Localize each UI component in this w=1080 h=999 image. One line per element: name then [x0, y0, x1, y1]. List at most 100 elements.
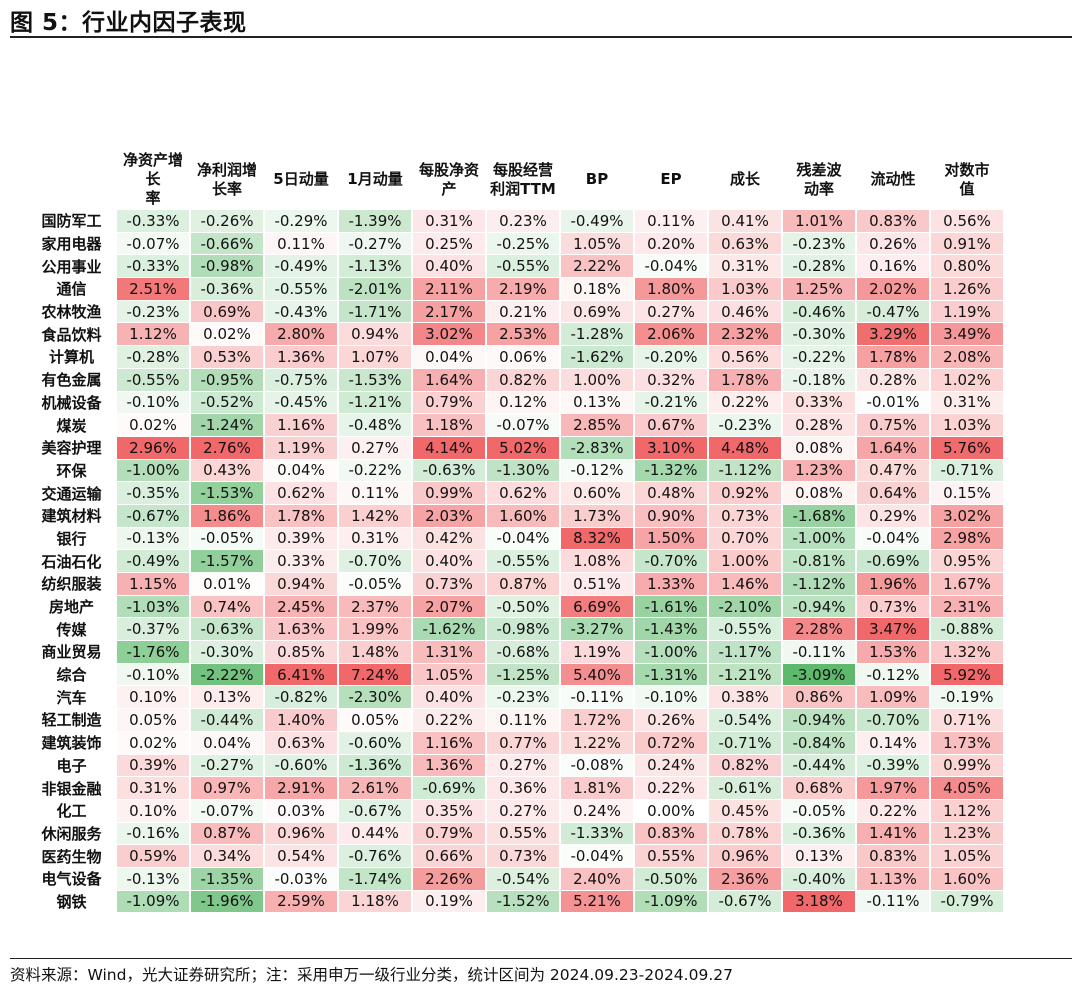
heatmap-cell: 6.69%	[560, 595, 635, 619]
heatmap-cell: 1.99%	[338, 617, 413, 642]
heatmap-cell: -0.49%	[264, 254, 339, 279]
heatmap-cell: -0.67%	[708, 890, 783, 914]
heatmap-cell: 0.83%	[856, 209, 931, 233]
heatmap-cell: -0.10%	[116, 663, 191, 687]
heatmap-cell: 0.70%	[708, 527, 783, 551]
heatmap-cell: 2.31%	[930, 595, 1005, 619]
heatmap-cell: -0.04%	[856, 527, 931, 551]
table-row: 通信 2.51% -0.36% -0.55% -2.01% 2.11% 2.19% 0.18%…	[28, 277, 1005, 301]
industry-label: 农林牧渔	[28, 300, 117, 324]
industry-label: 美容护理	[28, 436, 117, 460]
heatmap-cell: 1.97%	[856, 776, 931, 800]
industry-label: 建筑装饰	[28, 731, 117, 755]
heatmap-cell: -2.22%	[190, 663, 265, 687]
heatmap-cell: 1.08%	[560, 549, 635, 573]
heatmap-cell: -0.63%	[190, 617, 265, 642]
heatmap-cell: 2.11%	[412, 277, 487, 301]
heatmap-cell: -0.55%	[708, 617, 783, 642]
header-row: 净资产增长率净利润增 长率 5日动量 1月动量 每股净资产每股经营 利润TTM BP EP 成长…	[28, 151, 1005, 210]
heatmap-cell: -0.70%	[634, 549, 709, 573]
column-header-line: 对数市	[944, 160, 990, 179]
column-header-line: 值	[959, 179, 975, 198]
industry-label: 计算机	[28, 345, 117, 369]
table-row: 休闲服务 -0.16% 0.87% 0.96% 0.44% 0.79% 0.55% -1.33…	[28, 822, 1005, 846]
heatmap-cell: 0.96%	[264, 822, 339, 846]
heatmap-cell: 3.49%	[930, 322, 1005, 347]
heatmap-cell: -0.63%	[412, 459, 487, 483]
heatmap-cell: 7.24%	[338, 663, 413, 687]
heatmap-cell: 0.34%	[190, 844, 265, 868]
heatmap-cell: 0.95%	[930, 549, 1005, 573]
heatmap-cell: -0.71%	[930, 459, 1005, 483]
heatmap-cell: -3.09%	[782, 663, 857, 687]
heatmap-cell: 1.32%	[930, 640, 1005, 664]
column-header: 每股净资产	[412, 151, 487, 210]
heatmap-cell: -0.67%	[338, 799, 413, 823]
heatmap-cell: 0.11%	[486, 708, 561, 732]
heatmap-cell: 0.05%	[116, 708, 191, 732]
heatmap-cell: 0.47%	[856, 459, 931, 483]
heatmap-cell: -0.18%	[782, 368, 857, 392]
heatmap-cell: 1.81%	[560, 776, 635, 800]
heatmap-cell: 0.97%	[190, 776, 265, 800]
heatmap-cell: 3.18%	[782, 890, 857, 914]
heatmap-cell: 0.26%	[634, 708, 709, 732]
heatmap-cell: -0.47%	[856, 300, 931, 324]
heatmap-cell: 0.72%	[634, 731, 709, 755]
figure-title: 图 5：行业内因子表现	[10, 10, 247, 36]
table-row: 化工 0.10% -0.07% 0.03% -0.67% 0.35% 0.27% 0.24% 0…	[28, 799, 1005, 823]
heatmap-cell: -1.57%	[190, 549, 265, 573]
table-row: 非银金融 0.31% 0.97% 2.91% 2.61% -0.69% 0.36% 1.81%…	[28, 776, 1005, 800]
table-row: 建筑材料 -0.67% 1.86% 1.78% 1.42% 2.03% 1.60% 1.73%…	[28, 504, 1005, 528]
column-header-line: 净利润增	[196, 160, 257, 179]
column-header-line: EP	[660, 170, 682, 188]
heatmap-cell: -1.53%	[338, 368, 413, 392]
heatmap-cell: 1.05%	[930, 844, 1005, 868]
heatmap-cell: 0.87%	[190, 822, 265, 846]
heatmap-cell: -0.39%	[856, 754, 931, 778]
heatmap-cell: 0.33%	[782, 391, 857, 415]
heatmap-cell: 0.67%	[634, 413, 709, 437]
heatmap-cell: -0.26%	[190, 209, 265, 233]
heatmap-cell: 0.68%	[782, 776, 857, 800]
column-header-line: 每股经营	[492, 160, 553, 179]
column-header-line: 动率	[803, 179, 834, 198]
heatmap-cell: -0.07%	[116, 232, 191, 256]
heatmap-cell: 0.11%	[264, 232, 339, 256]
column-header: 每股经营 利润TTM	[486, 151, 561, 210]
heatmap-cell: 0.31%	[930, 391, 1005, 415]
heatmap-cell: -1.36%	[338, 754, 413, 778]
heatmap-cell: 0.46%	[708, 300, 783, 324]
heatmap-cell: 0.26%	[856, 232, 931, 256]
heatmap-cell: -0.12%	[856, 663, 931, 687]
heatmap-cell: -0.44%	[190, 708, 265, 732]
heatmap-cell: -1.52%	[486, 890, 561, 914]
heatmap-cell: -0.50%	[634, 867, 709, 891]
heatmap-cell: -1.30%	[486, 459, 561, 483]
table-row: 钢铁 -1.09% -1.96% 2.59% 1.18% 0.19% -1.52% 5.21%…	[28, 890, 1005, 914]
heatmap-cell: 0.85%	[264, 640, 339, 664]
heatmap-cell: 0.91%	[930, 232, 1005, 256]
table-row: 国防军工 -0.33% -0.26% -0.29% -1.39% 0.31% 0.23% -0…	[28, 209, 1005, 233]
heatmap-cell: 3.47%	[856, 617, 931, 642]
industry-label: 建筑材料	[28, 504, 117, 528]
heatmap-cell: -1.76%	[116, 640, 191, 664]
heatmap-cell: 0.69%	[190, 300, 265, 324]
heatmap-cell: -0.54%	[486, 867, 561, 891]
heatmap-cell: -1.09%	[634, 890, 709, 914]
heatmap-cell: -1.68%	[782, 504, 857, 528]
heatmap-cell: 6.41%	[264, 663, 339, 687]
heatmap-cell: -0.22%	[338, 459, 413, 483]
heatmap-cell: 1.73%	[560, 504, 635, 528]
heatmap-cell: 0.79%	[412, 822, 487, 846]
heatmap-cell: -1.61%	[634, 595, 709, 619]
heatmap-cell: -2.30%	[338, 685, 413, 710]
industry-label: 休闲服务	[28, 822, 117, 846]
heatmap-cell: 1.12%	[930, 799, 1005, 823]
heatmap-cell: 1.01%	[782, 209, 857, 233]
heatmap-cell: -1.13%	[338, 254, 413, 279]
industry-label: 纺织服装	[28, 572, 117, 596]
heatmap-cell: -0.33%	[116, 209, 191, 233]
heatmap-cell: 0.82%	[708, 754, 783, 778]
heatmap-cell: 1.48%	[338, 640, 413, 664]
